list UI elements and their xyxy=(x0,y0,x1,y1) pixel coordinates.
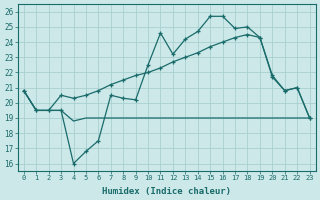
X-axis label: Humidex (Indice chaleur): Humidex (Indice chaleur) xyxy=(102,187,231,196)
